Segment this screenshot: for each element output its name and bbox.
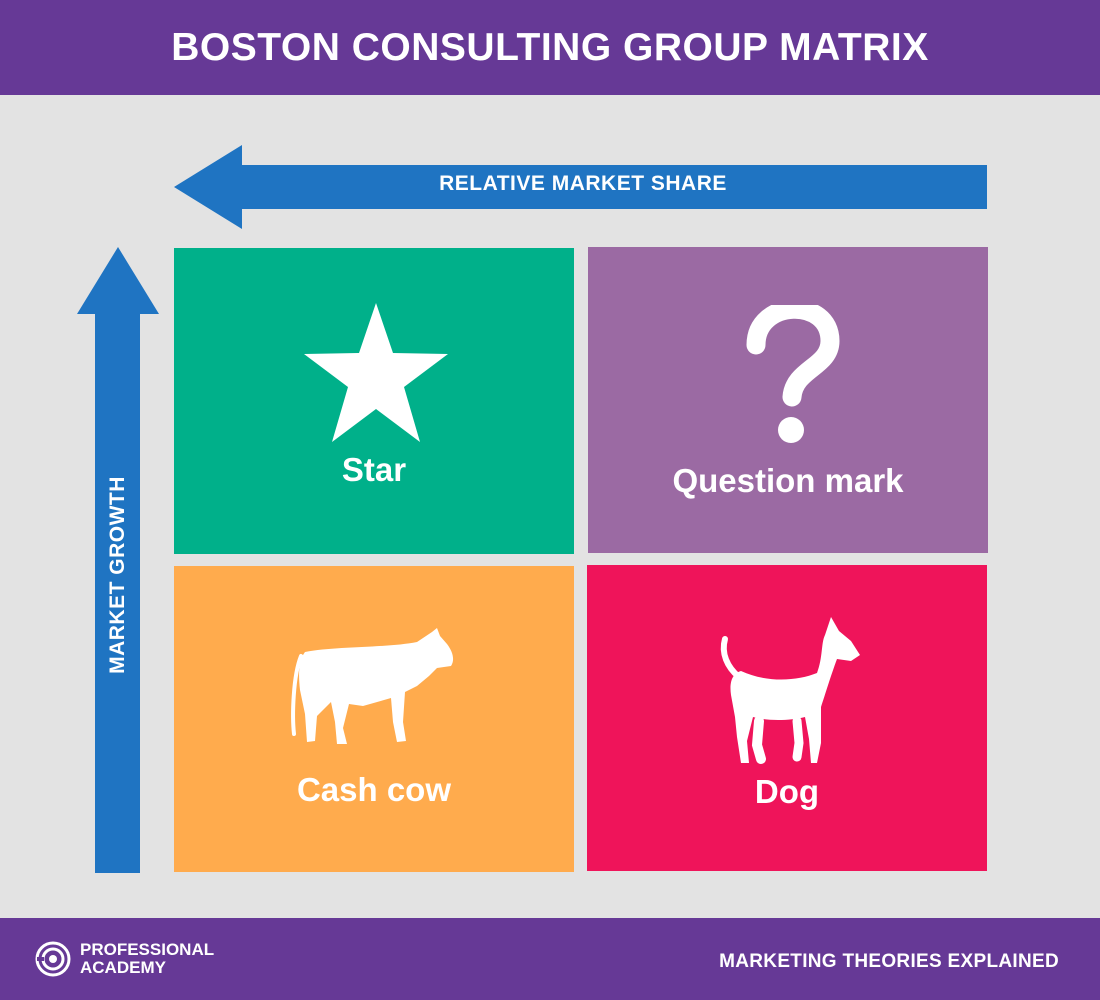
footer-tagline: MARKETING THEORIES EXPLAINED bbox=[719, 951, 1059, 972]
market-growth-arrow bbox=[77, 247, 159, 873]
cow-icon bbox=[291, 628, 454, 744]
brand-line-2: ACADEMY bbox=[80, 958, 166, 977]
relative-market-share-arrow bbox=[174, 145, 987, 229]
professional-academy-logo: PROFESSIONAL ACADEMY bbox=[34, 940, 214, 978]
question-mark-label: Question mark bbox=[672, 462, 904, 499]
page-title: BOSTON CONSULTING GROUP MATRIX bbox=[171, 25, 929, 69]
star-icon bbox=[304, 303, 448, 442]
professional-academy-logo-icon bbox=[35, 941, 71, 977]
star-label: Star bbox=[341, 451, 407, 488]
dog-icon bbox=[720, 617, 860, 764]
professional-academy-wordmark: PROFESSIONAL ACADEMY bbox=[80, 941, 214, 977]
dog-quadrant: Dog bbox=[587, 565, 987, 871]
brand-line-1: PROFESSIONAL bbox=[80, 940, 215, 959]
dog-label: Dog bbox=[754, 773, 820, 810]
relative-market-share-label: RELATIVE MARKET SHARE bbox=[439, 172, 727, 195]
question-mark-icon bbox=[746, 305, 840, 443]
footer-bar: PROFESSIONAL ACADEMY MARKETING THEORIES … bbox=[0, 918, 1100, 1000]
question-mark-quadrant: Question mark bbox=[588, 247, 988, 553]
cash-cow-quadrant: Cash cow bbox=[174, 566, 574, 872]
star-quadrant: Star bbox=[174, 248, 574, 554]
cash-cow-label: Cash cow bbox=[296, 771, 452, 808]
title-banner: BOSTON CONSULTING GROUP MATRIX bbox=[0, 0, 1100, 95]
market-growth-label: MARKET GROWTH bbox=[106, 476, 129, 674]
